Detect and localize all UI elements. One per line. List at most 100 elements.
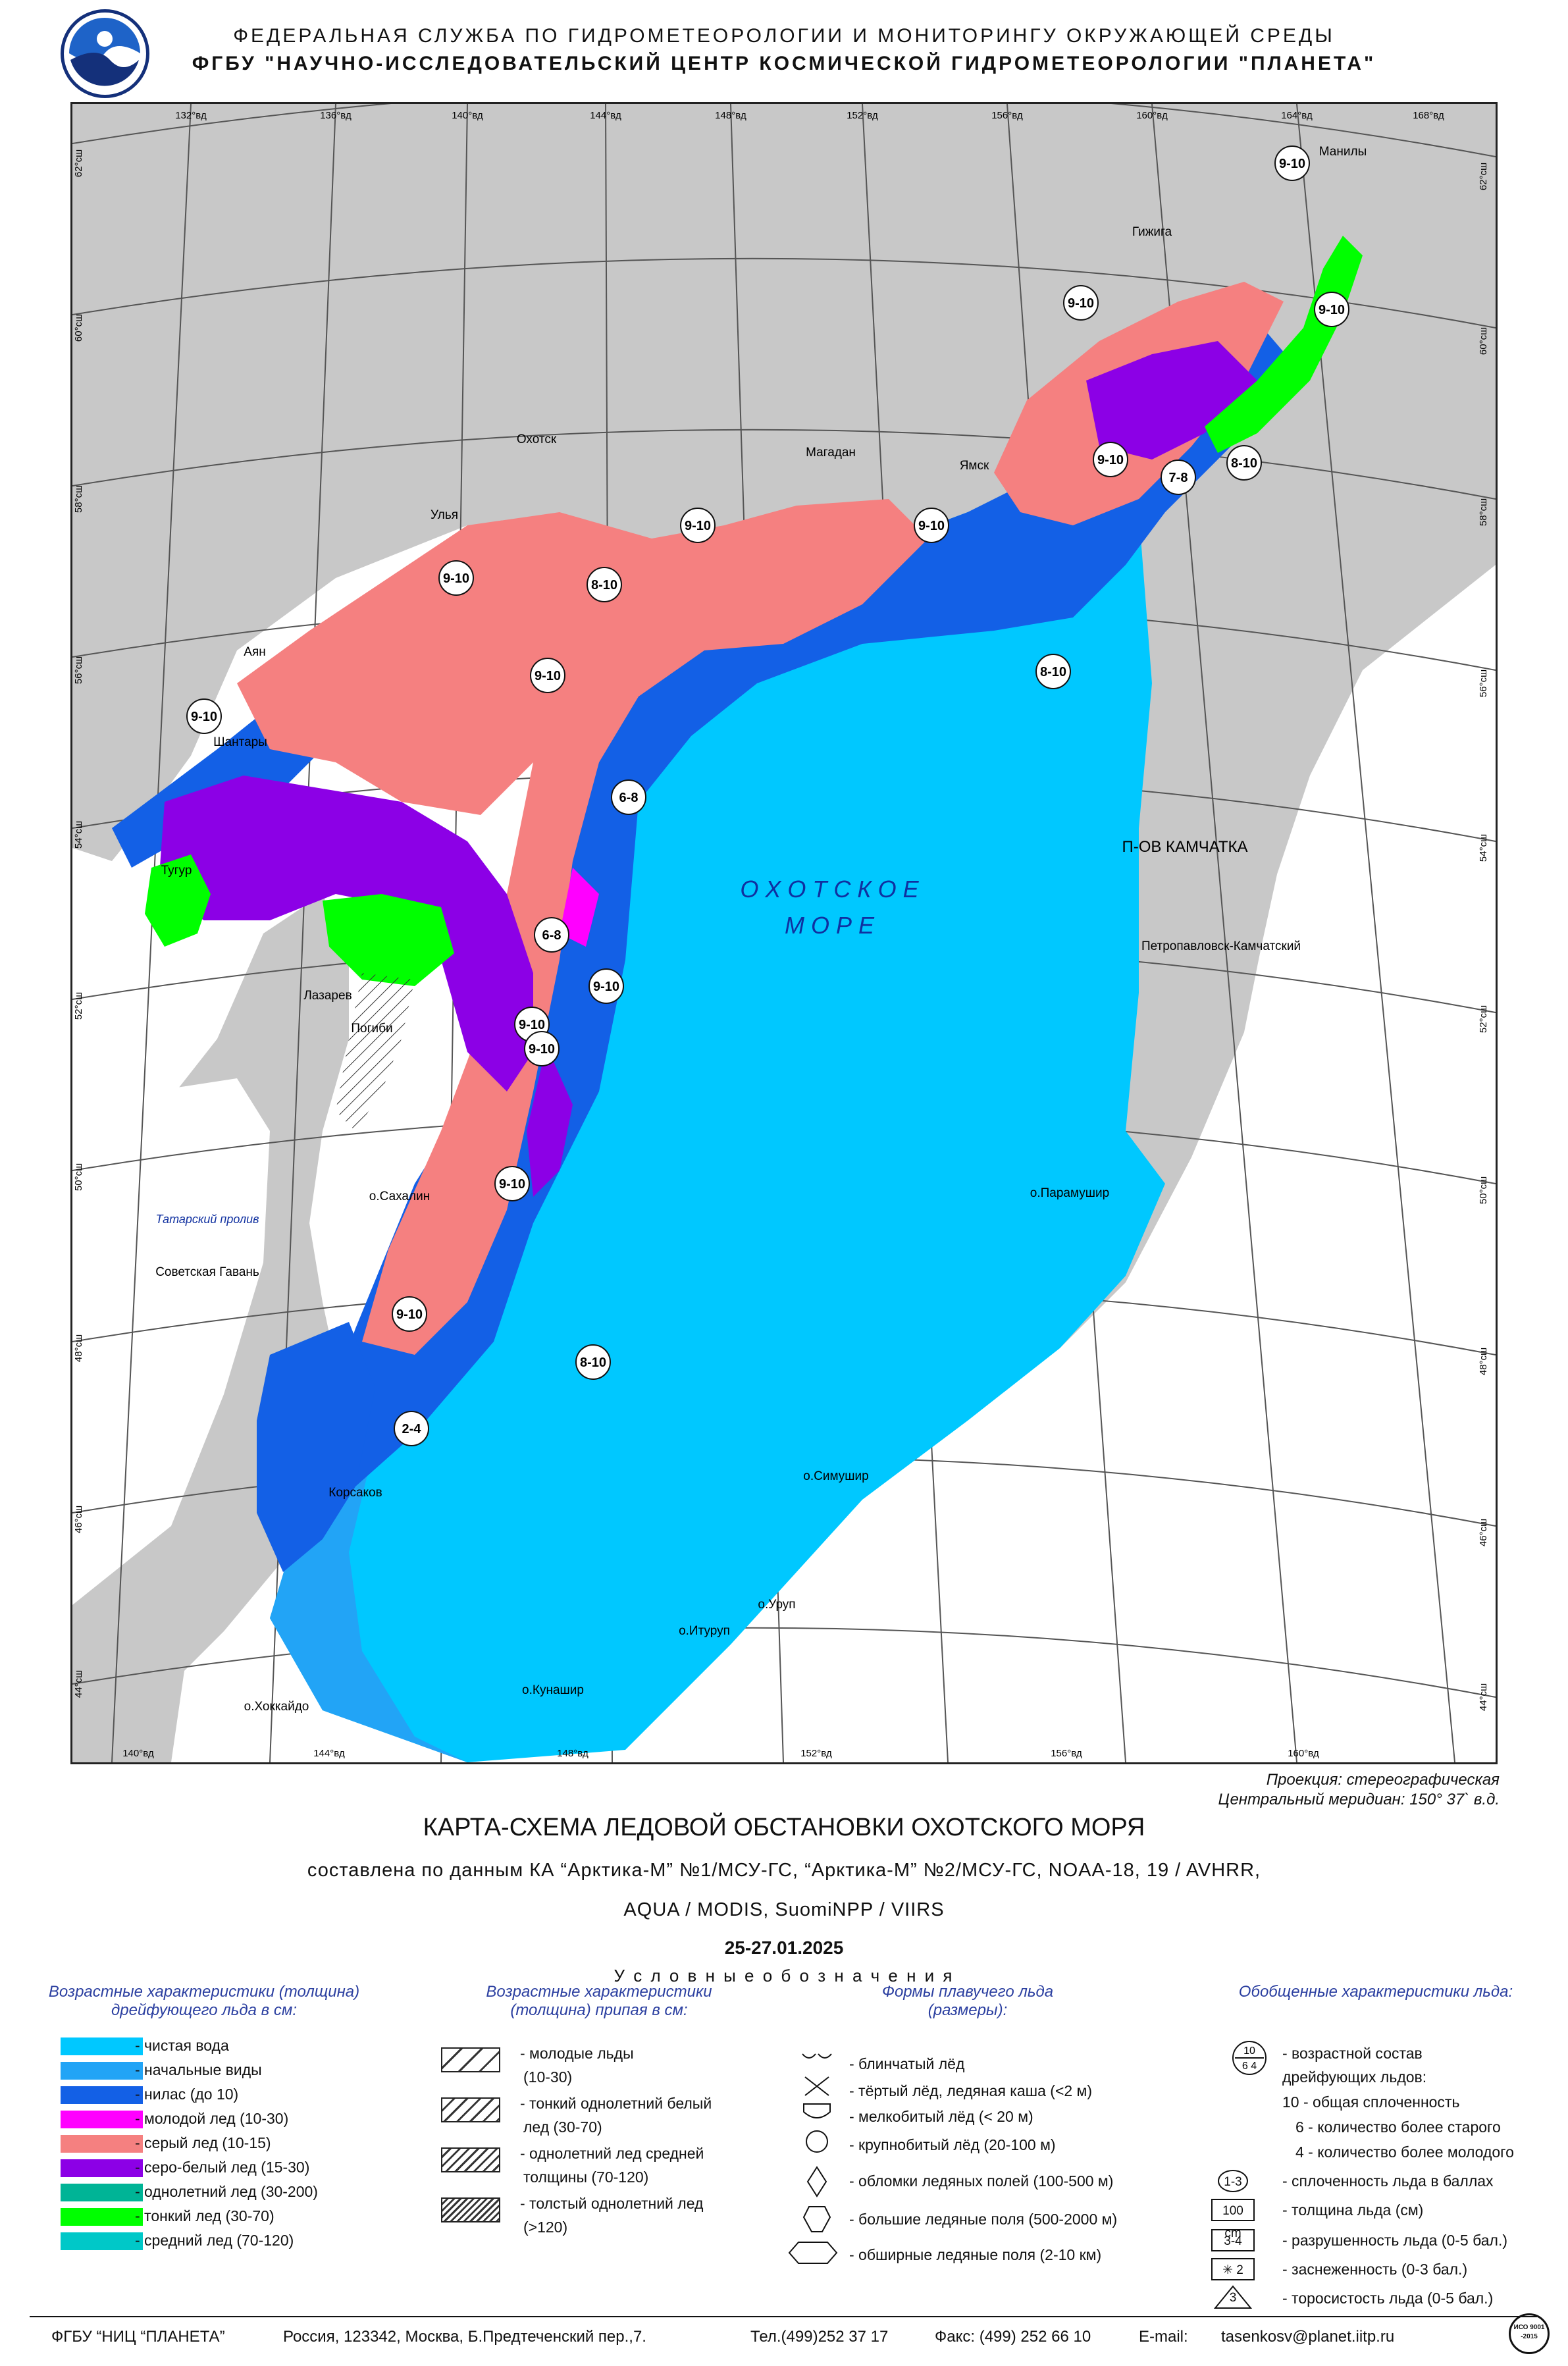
- footer-rule: [30, 2316, 1537, 2317]
- concentration-label: 9-10: [392, 1296, 427, 1332]
- legend-item: - обширные ледяные поля (2-10 км): [849, 2246, 1102, 2263]
- left-latitude-label: 52°сш: [73, 992, 84, 1020]
- ice-form-icon: [787, 2240, 841, 2276]
- footer-fax: Факс: (499) 252 66 10: [935, 2328, 1091, 2346]
- left-latitude-label: 44°сш: [73, 1670, 84, 1698]
- concentration-label: 7-8: [1161, 460, 1196, 495]
- right-latitude-label: 48°сш: [1478, 1348, 1489, 1375]
- map-date: 25-27.01.2025: [724, 1937, 844, 1958]
- land-kamchatka: [1126, 269, 1496, 1184]
- zone-grey-ice: [237, 499, 928, 1355]
- legend4-line-2: 10 - общая сплоченность: [1282, 2093, 1460, 2111]
- place-label: Корсаков: [328, 1486, 382, 1500]
- footer-email-label: E-mail:: [1139, 2328, 1188, 2346]
- zone-grey-white-ice: [158, 776, 533, 1091]
- legend-col4-title: Обобщенные характеристики льда:: [1238, 1983, 1513, 2001]
- legend-swatch: [61, 2111, 143, 2128]
- header-agency: ФЕДЕРАЛЬНАЯ СЛУЖБА ПО ГИДРОМЕТЕОРОЛОГИИ …: [233, 25, 1335, 47]
- bottom-longitude-label: 148°вд: [557, 1748, 588, 1759]
- place-label: Погиби: [351, 1022, 392, 1036]
- concentration-label: 9-10: [1274, 145, 1310, 181]
- zone-nilas: [323, 321, 1297, 1486]
- legend-item: - блинчатый лёд: [849, 2055, 965, 2072]
- legend-item: - однолетний лед средней: [520, 2145, 704, 2162]
- concentration-label: 9-10: [914, 508, 949, 543]
- ice-form-icon: [800, 2049, 854, 2085]
- legend-item: - толстый однолетний лед: [520, 2195, 704, 2212]
- left-latitude-label: 58°сш: [73, 485, 84, 513]
- left-latitude-label: 60°сш: [73, 314, 84, 342]
- legend-item: - большие ледяные поля (500-2000 м): [849, 2211, 1118, 2228]
- top-longitude-label: 168°вд: [1413, 110, 1444, 121]
- zone-thin-ice-2: [145, 854, 211, 947]
- concentration-label: 9-10: [680, 508, 716, 543]
- right-latitude-label: 54°сш: [1478, 834, 1489, 862]
- concentration-label: 9-10: [186, 698, 222, 734]
- svg-text:8-10: 8-10: [1231, 456, 1257, 471]
- footer-org: ФГБУ “НИЦ “ПЛАНЕТА”: [51, 2328, 225, 2346]
- left-latitude-label: 62°сш: [73, 149, 84, 177]
- footer-email[interactable]: tasenkosv@planet.iitp.ru: [1221, 2328, 1395, 2346]
- place-label: Манилы: [1319, 145, 1367, 159]
- svg-text:9-10: 9-10: [1319, 303, 1345, 317]
- age-symbol-top: 10: [1243, 2045, 1255, 2057]
- right-latitude-label: 62°сш: [1478, 163, 1489, 190]
- legend-title: У с л о в н ы е о б о з н а ч е н и я: [614, 1966, 954, 1985]
- legend-swatch: [61, 2208, 143, 2226]
- place-label: о.Хоккайдо: [244, 1700, 309, 1714]
- legend-symbol: 3: [1211, 2285, 1255, 2309]
- place-label: о.Сахалин: [369, 1190, 430, 1203]
- header-center: ФГБУ "НАУЧНО-ИССЛЕДОВАТЕЛЬСКИЙ ЦЕНТР КОС…: [192, 53, 1376, 74]
- legend-item: - начальные виды: [135, 2061, 262, 2078]
- legend-item: - разрушенность льда (0-5 бал.): [1282, 2232, 1508, 2249]
- legend-swatch: [61, 2232, 143, 2250]
- ice-form-icon: [800, 2076, 854, 2112]
- legend-item-cont: (>120): [523, 2219, 568, 2236]
- top-longitude-label: 156°вд: [991, 110, 1023, 121]
- legend-swatch: [61, 2184, 143, 2201]
- svg-text:9-10: 9-10: [593, 980, 619, 994]
- legend-item: - торосистость льда (0-5 бал.): [1282, 2290, 1494, 2307]
- legend-item-cont: (10-30): [523, 2068, 573, 2086]
- place-label: о.Парамушир: [1030, 1186, 1109, 1200]
- left-latitude-label: 56°сш: [73, 656, 84, 684]
- concentration-label: 9-10: [1314, 292, 1349, 327]
- concentration-label: 9-10: [530, 658, 565, 693]
- top-longitude-label: 136°вд: [320, 110, 352, 121]
- concentration-label: 6-8: [611, 779, 646, 815]
- top-longitude-label: 152°вд: [847, 110, 878, 121]
- right-latitude-label: 46°сш: [1478, 1519, 1489, 1546]
- map-title: КАРТА-СХЕМА ЛЕДОВОЙ ОБСТАНОВКИ ОХОТСКОГО…: [423, 1814, 1145, 1841]
- age-symbol-bottom: 6 4: [1242, 2061, 1257, 2072]
- legend-symbol: 100 cm: [1211, 2199, 1255, 2240]
- place-label: Шантары: [213, 735, 267, 749]
- legend-col2-title: Возрастные характеристики (толщина) прип…: [486, 1983, 712, 2019]
- zone-thin-ice-3: [1205, 236, 1363, 453]
- ice-concentration-labels: 9-10 9-10 9-10 9-10 9-10 8-10 7-8 9-10 8-10 8-10 9…: [186, 145, 1349, 1446]
- legend-symbol: 3-4: [1211, 2229, 1255, 2251]
- concentration-label: 8-10: [575, 1344, 611, 1380]
- meridian-note: Центральный меридиан: 150° 37` в.д.: [1218, 1791, 1500, 1808]
- svg-text:9-10: 9-10: [443, 571, 469, 586]
- legend-item: - чистая вода: [135, 2037, 229, 2054]
- place-label: Советская Гавань: [155, 1265, 259, 1279]
- svg-text:9-10: 9-10: [529, 1042, 555, 1057]
- svg-text:8-10: 8-10: [591, 578, 617, 592]
- left-latitude-label: 48°сш: [73, 1334, 84, 1362]
- top-longitude-label: 132°вд: [175, 110, 207, 121]
- svg-text:6-8: 6-8: [542, 928, 562, 943]
- place-label: Аян: [244, 645, 265, 659]
- legend-swatch: [61, 2062, 143, 2080]
- top-longitude-label: 148°вд: [715, 110, 746, 121]
- legend4-line-1: дрейфующих льдов:: [1282, 2068, 1427, 2086]
- map-subtitle-1: составлена по данным КА “Арктика-М” №1/М…: [307, 1860, 1261, 1881]
- right-latitude-label: 50°сш: [1478, 1176, 1489, 1204]
- legend-symbol: 1-3: [1218, 2170, 1248, 2192]
- bottom-longitude-label: 160°вд: [1288, 1748, 1319, 1759]
- place-label: о.Симушир: [803, 1469, 868, 1483]
- svg-text:7-8: 7-8: [1169, 471, 1188, 485]
- ice-form-icon: [800, 2166, 854, 2202]
- concentration-label: 8-10: [1226, 445, 1262, 481]
- zone-fast-ice: [336, 973, 415, 1131]
- legend-swatch: [61, 2135, 143, 2153]
